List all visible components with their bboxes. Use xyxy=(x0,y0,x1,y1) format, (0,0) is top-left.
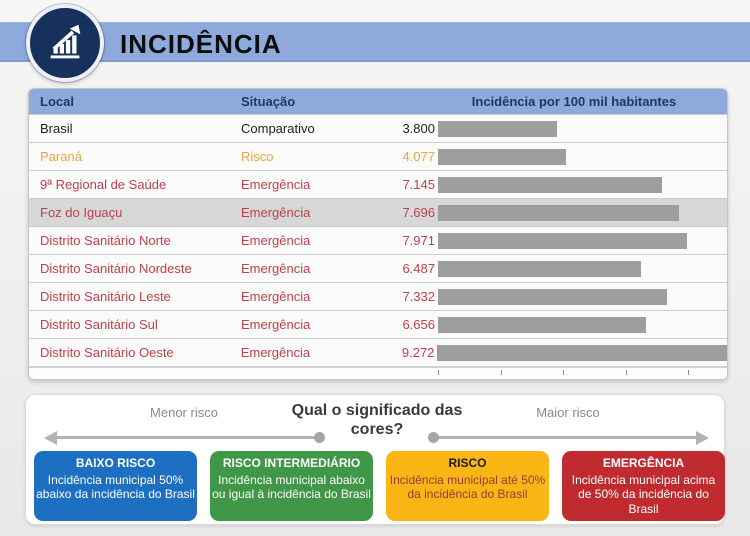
column-header-local: Local xyxy=(40,94,74,109)
legend-box-text: Incidência municipal acima de 50% da inci… xyxy=(571,472,716,517)
higher-risk-label: Maior risco xyxy=(536,405,600,420)
row-value: 6.656 xyxy=(402,317,435,332)
row-local: Brasil xyxy=(40,121,73,136)
row-situacao: Emergência xyxy=(240,345,311,360)
incidence-chart-icon xyxy=(26,4,104,82)
row-local: Paraná xyxy=(40,149,82,164)
row-situacao: Emergência xyxy=(241,317,311,332)
row-bar xyxy=(438,148,566,165)
row-bar xyxy=(438,316,646,333)
legend-box-title: RISCO xyxy=(448,456,487,470)
table-row[interactable]: Distrito Sanitário Nordeste Emergência 6… xyxy=(29,254,727,282)
axis-tick xyxy=(688,370,689,375)
row-local: Distrito Sanitário Sul xyxy=(40,317,158,332)
row-value: 7.145 xyxy=(402,177,435,192)
axis-tick xyxy=(438,370,439,375)
row-bar xyxy=(438,120,557,137)
legend-box-text: Incidência municipal 50% abaixo da incidê… xyxy=(36,472,195,502)
row-situacao: Emergência xyxy=(241,177,311,192)
row-local: Distrito Sanitário Norte xyxy=(40,233,171,248)
incidence-table: Local Situação Incidência por 100 mil ha… xyxy=(28,88,728,380)
color-legend-panel: Qual o significado das cores? Menor risc… xyxy=(25,394,725,525)
column-header-situacao: Situação xyxy=(241,94,296,109)
table-row[interactable]: Distrito Sanitário Oeste Emergência 9.27… xyxy=(29,338,727,366)
legend-title: Qual o significado das cores? xyxy=(291,402,463,438)
row-situacao: Emergência xyxy=(241,289,311,304)
row-bar xyxy=(438,204,679,221)
legend-box-title: BAIXO RISCO xyxy=(75,456,156,470)
legend-boxes: BAIXO RISCO Incidência municipal 50% abai… xyxy=(34,451,725,521)
row-situacao: Emergência xyxy=(241,233,311,248)
legend-box-title: EMERGÊNCIA xyxy=(602,456,685,470)
axis-tick xyxy=(626,370,627,375)
table-header-row: Local Situação Incidência por 100 mil ha… xyxy=(29,89,727,114)
legend-box-title: RISCO INTERMEDIÁRIO xyxy=(222,456,361,470)
row-local: Distrito Sanitário Leste xyxy=(40,289,171,304)
bar-chart-trend-icon xyxy=(50,24,81,59)
row-value: 4.077 xyxy=(402,149,435,164)
row-bar xyxy=(438,288,667,305)
row-value: 7.696 xyxy=(402,205,435,220)
row-situacao: Emergência xyxy=(241,205,311,220)
row-local: 9ª Regional de Saúde xyxy=(40,177,167,192)
row-bar xyxy=(437,344,727,361)
axis-tick xyxy=(501,370,502,375)
lower-risk-label: Menor risco xyxy=(150,405,218,420)
left-arrow-icon xyxy=(44,431,325,445)
row-bar xyxy=(438,232,687,249)
row-situacao: Comparativo xyxy=(241,121,315,136)
row-value: 7.332 xyxy=(402,289,435,304)
row-value: 3.800 xyxy=(402,121,435,136)
table-row[interactable]: Foz do Iguaçu Emergência 7.696 xyxy=(29,198,727,226)
table-row[interactable]: Brasil Comparativo 3.800 xyxy=(29,114,727,142)
row-value: 7.971 xyxy=(402,233,435,248)
legend-box: RISCO Incidência municipal até 50% da inc… xyxy=(386,451,549,521)
legend-box-text: Incidência municipal abaixo ou igual à in… xyxy=(212,472,371,502)
legend-box: BAIXO RISCO Incidência municipal 50% abai… xyxy=(34,451,197,521)
column-header-incidencia: Incidência por 100 mil habitantes xyxy=(471,94,677,109)
axis-tick xyxy=(563,370,564,375)
row-local: Distrito Sanitário Nordeste xyxy=(40,261,192,276)
row-value: 9.272 xyxy=(401,345,435,360)
table-row[interactable]: Distrito Sanitário Sul Emergência 6.656 xyxy=(29,310,727,338)
row-bar xyxy=(438,260,641,277)
row-bar xyxy=(438,176,662,193)
legend-box: RISCO INTERMEDIÁRIO Incidência municipal… xyxy=(210,451,373,521)
right-arrow-icon xyxy=(428,431,709,445)
legend-box-text: Incidência municipal até 50% da incidênci… xyxy=(389,472,546,502)
row-local: Foz do Iguaçu xyxy=(40,205,123,220)
row-local: Distrito Sanitário Oeste xyxy=(40,345,174,360)
row-situacao: Risco xyxy=(241,149,274,164)
row-situacao: Emergência xyxy=(241,261,311,276)
legend-box: EMERGÊNCIA Incidência municipal acima de … xyxy=(562,451,725,521)
header-band xyxy=(0,22,750,62)
axis-strip xyxy=(29,366,727,379)
table-row[interactable]: Distrito Sanitário Norte Emergência 7.97… xyxy=(29,226,727,254)
page-title: INCIDÊNCIA xyxy=(120,29,282,59)
table-row[interactable]: 9ª Regional de Saúde Emergência 7.145 xyxy=(29,170,727,198)
table-body: Brasil Comparativo 3.800 Paraná Risco 4.… xyxy=(29,114,727,366)
table-row[interactable]: Distrito Sanitário Leste Emergência 7.33… xyxy=(29,282,727,310)
row-value: 6.487 xyxy=(402,261,435,276)
table-row[interactable]: Paraná Risco 4.077 xyxy=(29,142,727,170)
